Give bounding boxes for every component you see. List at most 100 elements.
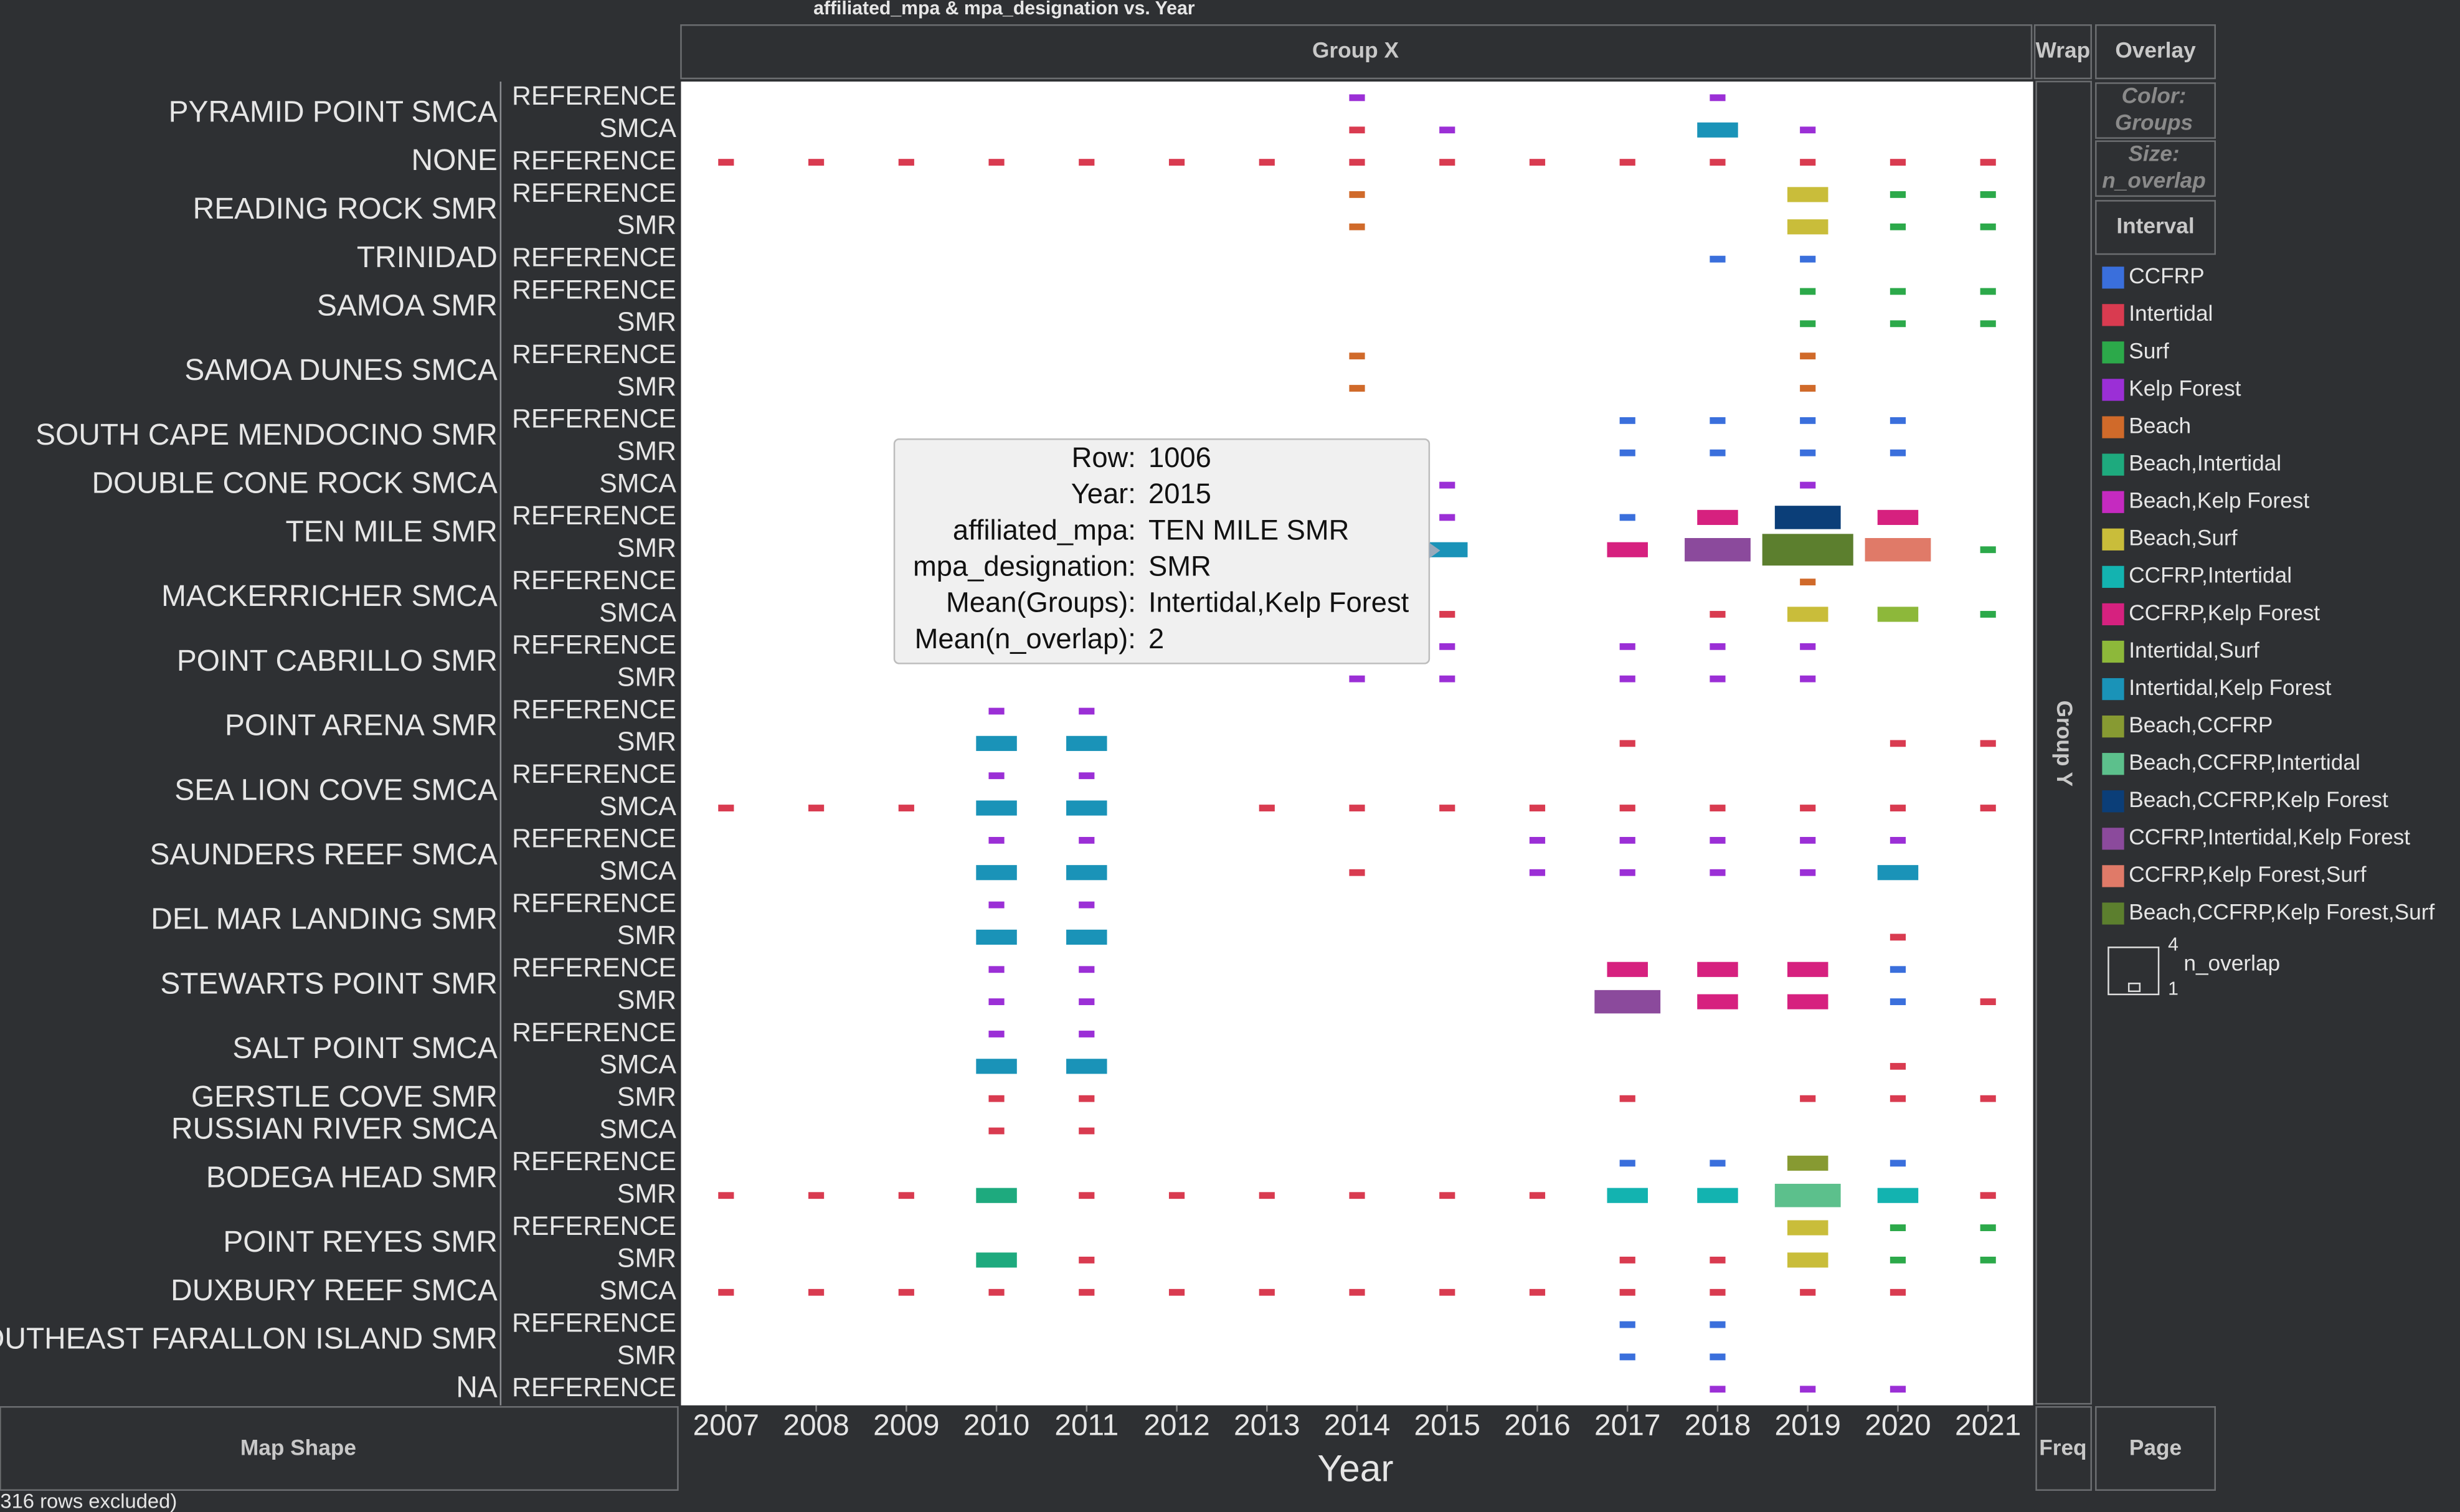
tile bbox=[1800, 675, 1816, 683]
group-x-label[interactable]: Group X bbox=[1312, 38, 1399, 62]
tile bbox=[1890, 223, 1906, 230]
mpa-label: NONE bbox=[412, 144, 498, 177]
designation-label: SMR bbox=[617, 437, 676, 466]
tooltip-value: Intertidal,Kelp Forest bbox=[1148, 587, 1409, 618]
tile bbox=[1890, 1257, 1906, 1264]
tile bbox=[976, 1252, 1017, 1268]
designation-label: REFERENCE bbox=[512, 694, 676, 724]
mpa-label: GERSTLE COVE SMR bbox=[191, 1080, 498, 1113]
tile bbox=[1079, 966, 1095, 973]
tile bbox=[1890, 288, 1906, 295]
designation-label: SMCA bbox=[599, 1050, 676, 1080]
size-legend-title: n_overlap bbox=[2183, 951, 2280, 975]
wrap-zone[interactable] bbox=[2033, 24, 2093, 80]
freq-label[interactable]: Freq bbox=[2039, 1436, 2086, 1460]
tile bbox=[1890, 1095, 1906, 1102]
page-zone[interactable] bbox=[2095, 1406, 2216, 1491]
tile bbox=[1607, 1188, 1648, 1203]
tile bbox=[1787, 994, 1828, 1009]
tile bbox=[1800, 1288, 1816, 1296]
tile bbox=[718, 1192, 734, 1199]
tile bbox=[1890, 998, 1906, 1006]
tile bbox=[1619, 869, 1635, 876]
tile bbox=[1079, 159, 1095, 166]
page-label[interactable]: Page bbox=[2129, 1436, 2182, 1460]
legend-swatch bbox=[2102, 267, 2124, 289]
designation-label: SMCA bbox=[599, 791, 676, 821]
color-label[interactable]: Color: bbox=[2122, 83, 2187, 108]
tile bbox=[976, 1059, 1017, 1074]
tile bbox=[1762, 534, 1853, 566]
tile bbox=[1349, 191, 1365, 198]
tile bbox=[988, 707, 1005, 715]
tile bbox=[1529, 1192, 1546, 1199]
tile bbox=[1349, 94, 1365, 102]
tile bbox=[1710, 805, 1726, 811]
map-shape-zone[interactable] bbox=[0, 1406, 679, 1491]
mpa-label: MACKERRICHER SMCA bbox=[161, 580, 498, 613]
tile bbox=[1890, 417, 1906, 424]
tile bbox=[1787, 187, 1828, 202]
tile bbox=[1259, 1288, 1275, 1296]
tile bbox=[1079, 707, 1095, 715]
group-y-zone[interactable] bbox=[2035, 80, 2093, 1405]
tile bbox=[1439, 611, 1455, 618]
group-y-label[interactable]: Group Y bbox=[2052, 701, 2076, 787]
tile bbox=[1710, 836, 1726, 844]
tile bbox=[1980, 320, 1996, 328]
tooltip-label: Year: bbox=[1071, 478, 1136, 509]
overlay-zone[interactable] bbox=[2095, 24, 2216, 80]
size-label[interactable]: Size: bbox=[2128, 142, 2179, 166]
tile bbox=[1619, 740, 1635, 747]
tooltip-label: mpa_designation: bbox=[913, 550, 1136, 582]
tile bbox=[1710, 611, 1726, 618]
interval-label[interactable]: Interval bbox=[2116, 214, 2194, 239]
legend-label: Intertidal,Kelp Forest bbox=[2129, 676, 2331, 700]
size-zone[interactable] bbox=[2095, 140, 2216, 197]
tile bbox=[1349, 675, 1365, 683]
tile bbox=[1697, 962, 1738, 977]
x-tick-label: 2009 bbox=[873, 1409, 939, 1442]
tile bbox=[1710, 417, 1726, 424]
tile bbox=[1349, 1288, 1365, 1296]
designation-label: REFERENCE bbox=[512, 242, 676, 272]
size-value[interactable]: n_overlap bbox=[2102, 168, 2206, 192]
overlay-label[interactable]: Overlay bbox=[2115, 38, 2196, 62]
tile bbox=[1619, 159, 1635, 166]
designation-label: SMR bbox=[617, 1082, 676, 1112]
tile bbox=[1619, 1257, 1635, 1264]
interval-zone[interactable] bbox=[2095, 200, 2216, 255]
color-zone[interactable] bbox=[2095, 82, 2216, 139]
legend-swatch bbox=[2102, 491, 2124, 513]
designation-label: SMCA bbox=[599, 1276, 676, 1306]
tile bbox=[1079, 1031, 1095, 1037]
color-value[interactable]: Groups bbox=[2115, 110, 2193, 135]
tile bbox=[1439, 159, 1455, 166]
group-x-zone[interactable] bbox=[680, 24, 2033, 80]
tooltip-label: Mean(n_overlap): bbox=[915, 623, 1136, 654]
map-shape-label[interactable]: Map Shape bbox=[240, 1436, 356, 1460]
tooltip-label: affiliated_mpa: bbox=[953, 514, 1136, 546]
tile bbox=[1710, 675, 1726, 683]
tile bbox=[1079, 998, 1095, 1006]
legend-swatch bbox=[2102, 603, 2124, 626]
tile bbox=[1607, 962, 1648, 977]
tile bbox=[1980, 546, 1996, 554]
wrap-label[interactable]: Wrap bbox=[2036, 38, 2090, 62]
designation-label: REFERENCE bbox=[512, 824, 676, 854]
tile bbox=[1168, 1192, 1185, 1199]
mpa-label: POINT REYES SMR bbox=[223, 1226, 497, 1259]
tile bbox=[1890, 191, 1906, 198]
mpa-label: SAMOA DUNES SMCA bbox=[184, 354, 498, 387]
designation-label: SMCA bbox=[599, 856, 676, 886]
tile bbox=[1980, 740, 1996, 747]
tile bbox=[1980, 1257, 1996, 1264]
tile bbox=[988, 836, 1005, 844]
tile bbox=[976, 800, 1017, 816]
tile bbox=[1066, 735, 1107, 751]
x-tick-label: 2018 bbox=[1685, 1409, 1751, 1442]
freq-zone[interactable] bbox=[2035, 1406, 2093, 1491]
tile bbox=[1349, 1192, 1365, 1199]
x-tick-label: 2016 bbox=[1504, 1409, 1570, 1442]
tooltip-value: 2015 bbox=[1148, 478, 1211, 509]
